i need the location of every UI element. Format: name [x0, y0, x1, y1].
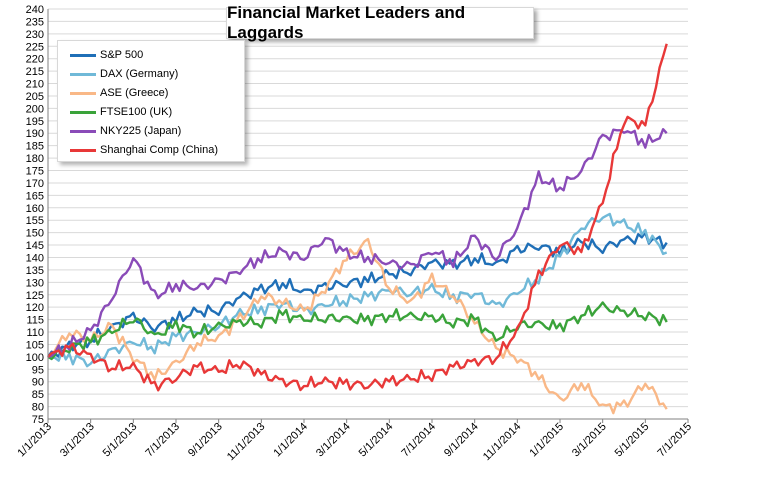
legend-label-ase: ASE (Greece) — [100, 87, 169, 99]
y-tick-label: 150 — [26, 228, 44, 240]
y-tick-label: 110 — [26, 327, 44, 339]
series-line-nky225-japan — [47, 127, 668, 359]
x-tick-label: 5/1/2013 — [101, 421, 140, 460]
chart-legend: S&P 500 DAX (Germany) ASE (Greece) FTSE1… — [57, 40, 245, 162]
legend-item-ase: ASE (Greece) — [70, 85, 168, 101]
y-tick-label: 210 — [26, 79, 44, 91]
series-line-dax-germany — [47, 212, 668, 368]
x-tick-label: 7/1/2015 — [655, 421, 694, 460]
y-axis-ticks: 7580859095100105110115120125130135140145… — [26, 4, 44, 426]
legend-swatch-ase — [70, 91, 96, 95]
y-tick-label: 95 — [32, 364, 44, 376]
y-tick-label: 205 — [26, 91, 44, 103]
legend-swatch-sp500 — [70, 53, 96, 57]
y-tick-label: 120 — [26, 302, 44, 314]
y-tick-label: 170 — [26, 178, 44, 190]
legend-label-shanghai: Shanghai Comp (China) — [100, 144, 219, 156]
y-tick-label: 230 — [26, 29, 44, 41]
legend-swatch-dax — [70, 72, 96, 76]
legend-item-dax: DAX (Germany) — [70, 66, 178, 82]
x-tick-label: 3/1/2013 — [58, 421, 97, 460]
x-axis-ticks: 1/1/2013 3/1/2013 5/1/2013 7/1/2013 9/1/2013… — [15, 419, 694, 463]
y-tick-label: 225 — [26, 41, 44, 53]
legend-item-ftse: FTSE100 (UK) — [70, 104, 172, 120]
y-tick-label: 105 — [26, 339, 44, 351]
legend-label-dax: DAX (Germany) — [100, 68, 179, 80]
series-line-shanghai-comp-china — [47, 43, 668, 392]
x-tick-label: 5/1/2015 — [613, 421, 652, 460]
y-tick-label: 200 — [26, 103, 44, 115]
chart-title: Financial Market Leaders and Laggards — [226, 3, 534, 42]
x-tick-label: 7/1/2013 — [143, 421, 182, 460]
y-tick-label: 135 — [26, 265, 44, 277]
chart-title-text: Financial Market Leaders and Laggards — [227, 3, 466, 42]
y-tick-label: 185 — [26, 141, 44, 153]
legend-swatch-shanghai — [70, 148, 96, 152]
x-tick-label: 9/1/2013 — [186, 421, 225, 460]
y-tick-label: 235 — [26, 16, 44, 28]
legend-label-sp500: S&P 500 — [100, 49, 144, 61]
y-tick-label: 80 — [32, 402, 44, 414]
y-tick-label: 195 — [26, 116, 44, 128]
y-tick-label: 130 — [26, 277, 44, 289]
legend-item-shanghai: Shanghai Comp (China) — [70, 142, 218, 158]
y-tick-label: 115 — [26, 315, 44, 327]
y-tick-label: 165 — [26, 190, 44, 202]
x-tick-label: 11/1/2014 — [481, 421, 524, 464]
y-tick-label: 75 — [32, 414, 44, 426]
x-tick-label: 3/1/2014 — [314, 421, 353, 460]
series-lines — [47, 43, 668, 415]
x-tick-label: 11/1/2013 — [225, 421, 268, 464]
y-tick-label: 160 — [26, 203, 44, 215]
x-tick-label: 1/1/2015 — [527, 421, 566, 460]
y-tick-label: 180 — [26, 153, 44, 165]
legend-swatch-nky — [70, 129, 96, 133]
y-tick-label: 155 — [26, 215, 44, 227]
y-tick-label: 190 — [26, 128, 44, 140]
y-tick-label: 90 — [32, 377, 44, 389]
y-tick-label: 175 — [26, 166, 44, 178]
x-tick-label: 9/1/2014 — [442, 421, 481, 460]
y-tick-label: 240 — [26, 4, 44, 16]
legend-label-ftse: FTSE100 (UK) — [100, 106, 173, 118]
x-tick-label: 1/1/2013 — [15, 421, 54, 460]
x-tick-label: 7/1/2014 — [399, 421, 438, 460]
y-tick-label: 145 — [26, 240, 44, 252]
x-tick-label: 1/1/2014 — [271, 421, 310, 460]
legend-item-nky: NKY225 (Japan) — [70, 123, 181, 139]
y-tick-label: 125 — [26, 290, 44, 302]
y-tick-label: 220 — [26, 54, 44, 66]
legend-swatch-ftse — [70, 110, 96, 114]
y-tick-label: 215 — [26, 66, 44, 78]
series-line-ase-greece — [47, 237, 668, 415]
x-tick-label: 3/1/2015 — [570, 421, 609, 460]
legend-item-sp500: S&P 500 — [70, 47, 143, 63]
series-line-ftse100-uk — [47, 301, 668, 361]
y-tick-label: 100 — [26, 352, 44, 364]
y-tick-label: 85 — [32, 389, 44, 401]
x-tick-label: 5/1/2014 — [357, 421, 396, 460]
legend-label-nky: NKY225 (Japan) — [100, 125, 182, 137]
y-tick-label: 140 — [26, 252, 44, 264]
